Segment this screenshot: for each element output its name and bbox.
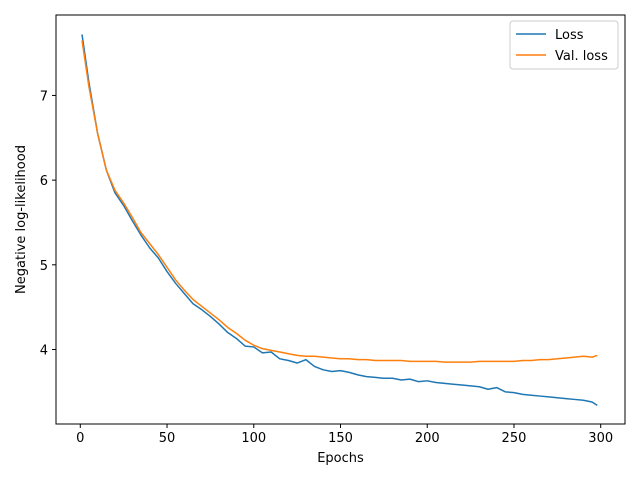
y-tick-label: 6 xyxy=(40,174,48,189)
legend: Loss Val. loss xyxy=(509,20,619,70)
series-line-loss xyxy=(81,34,598,406)
legend-label-val-loss: Val. loss xyxy=(555,49,608,64)
plot-frame xyxy=(55,14,626,425)
x-tick-label: 150 xyxy=(328,431,353,446)
x-tick-label: 100 xyxy=(241,431,266,446)
x-axis-label: Epochs xyxy=(317,451,364,466)
y-tick-label: 7 xyxy=(40,89,48,104)
y-tick-label: 5 xyxy=(40,259,48,274)
x-tick-label: 200 xyxy=(415,431,440,446)
x-tick-label: 50 xyxy=(159,431,176,446)
series-line-val-loss xyxy=(81,40,598,363)
x-tick-label: 300 xyxy=(588,431,613,446)
y-axis-ticks: 4 5 6 7 xyxy=(40,89,56,358)
x-tick-label: 250 xyxy=(502,431,527,446)
legend-label-loss: Loss xyxy=(555,28,584,43)
y-tick-label: 4 xyxy=(40,343,48,358)
plot-lines xyxy=(81,34,598,406)
legend-box xyxy=(509,20,619,70)
x-tick-label: 0 xyxy=(76,431,84,446)
y-axis-label: Negative log-likelihood xyxy=(14,145,29,294)
x-axis-ticks: 0 50 100 150 200 250 300 xyxy=(76,424,613,446)
